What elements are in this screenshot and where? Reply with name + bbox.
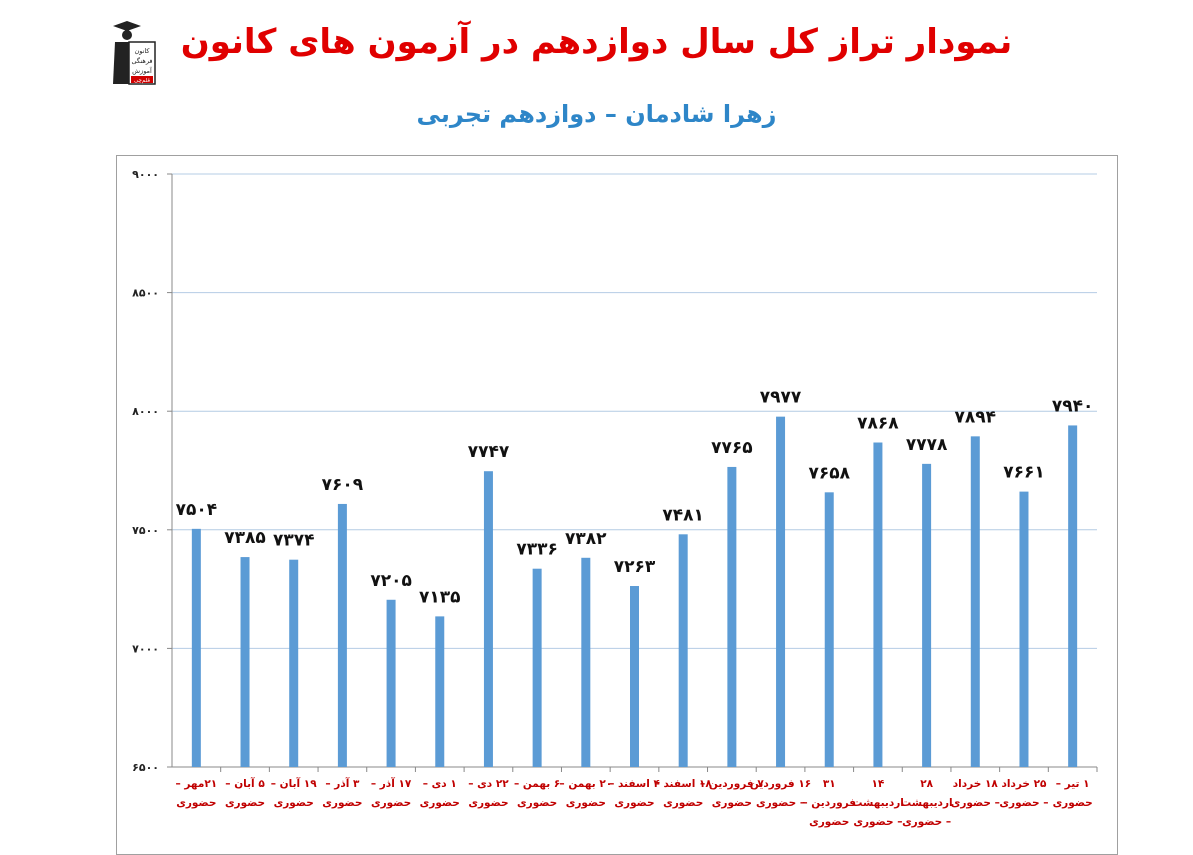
category-label: – حضوری xyxy=(853,816,902,828)
y-tick-label: ۶۵۰۰ xyxy=(132,761,159,774)
bar xyxy=(386,599,396,767)
bar xyxy=(1019,491,1029,767)
category-label: ۱۶ فروردین xyxy=(750,778,811,790)
category-label: حضوری xyxy=(225,797,265,809)
data-label: ۷۹۴۰ xyxy=(1052,396,1094,416)
category-label: حضوری xyxy=(809,816,849,828)
category-label: ۳۱ xyxy=(823,778,836,790)
category-label: ۲۰ بهمن – xyxy=(559,778,612,790)
category-label: ۱۸ اسفند – xyxy=(655,778,713,790)
bar xyxy=(873,442,883,767)
bar xyxy=(240,557,250,767)
bar xyxy=(824,492,834,767)
bar xyxy=(532,568,542,767)
category-label: ۷ فروردین – xyxy=(700,778,764,790)
data-label: ۷۷۴۷ xyxy=(468,442,510,462)
category-label: حضوری xyxy=(517,797,557,809)
bar xyxy=(776,416,786,767)
bar xyxy=(970,436,980,767)
data-label: ۷۳۸۵ xyxy=(224,528,266,548)
data-label: ۷۷۷۸ xyxy=(906,435,948,455)
kanoon-logo: کانون فرهنگی آموزش قلم‌چی xyxy=(113,21,156,85)
data-label: ۷۶۶۱ xyxy=(1003,463,1045,483)
y-tick-label: ۸۰۰۰ xyxy=(132,405,159,418)
logo-line-2: فرهنگی xyxy=(131,57,152,65)
bar xyxy=(922,463,932,767)
category-label: ۱۹ آبان – xyxy=(271,777,317,790)
category-label: ۴ اسفند – xyxy=(609,778,660,790)
category-label: ۶ بهمن – xyxy=(514,778,560,790)
bar xyxy=(483,471,493,767)
category-label: – حضوری xyxy=(756,797,805,809)
bar xyxy=(435,616,445,767)
category-label: ۲۲ دی – xyxy=(468,778,509,790)
category-label: حضوری xyxy=(663,797,703,809)
category-label: حضوری xyxy=(468,797,508,809)
student-subtitle: زهرا شادمان – دوازدهم تجربی xyxy=(416,100,777,128)
data-label: ۷۳۷۴ xyxy=(273,531,315,551)
logo-line-3: آموزش xyxy=(132,66,153,75)
y-tick-label: ۷۵۰۰ xyxy=(132,524,159,537)
category-label: ۲۸ xyxy=(920,778,933,790)
data-label: ۷۴۸۱ xyxy=(662,505,704,525)
bar xyxy=(727,466,737,767)
y-tick-label: ۷۰۰۰ xyxy=(132,642,159,655)
data-label: ۷۱۳۵ xyxy=(419,587,461,607)
bar xyxy=(581,557,591,767)
logo-line-1: کانون xyxy=(134,47,150,55)
category-label: حضوری xyxy=(566,797,606,809)
category-label: ۱۷ آذر – xyxy=(371,777,412,790)
bar xyxy=(630,586,639,767)
category-label: اردیبهشت xyxy=(901,797,953,809)
category-label: ۱۸ خرداد xyxy=(953,778,999,790)
data-label: ۷۵۰۴ xyxy=(176,500,218,520)
data-label: ۷۷۶۵ xyxy=(711,438,753,458)
logo-line-4: قلم‌چی xyxy=(134,78,150,84)
data-label: ۷۶۵۸ xyxy=(808,463,850,483)
bar xyxy=(1068,425,1078,767)
category-label: حضوری xyxy=(274,797,314,809)
y-tick-label: ۹۰۰۰ xyxy=(132,168,159,181)
category-label: ۱۴ xyxy=(872,778,885,790)
data-label: ۷۸۹۴ xyxy=(955,407,997,427)
category-label: – حضوری xyxy=(999,797,1048,809)
data-label: ۷۲۰۵ xyxy=(370,571,412,591)
data-label: ۷۳۸۲ xyxy=(565,529,607,549)
category-label: حضوری xyxy=(420,797,460,809)
category-label: حضوری xyxy=(712,797,752,809)
category-label: حضوری xyxy=(614,797,654,809)
data-label: ۷۸۶۸ xyxy=(857,414,899,434)
category-label: ۱ دی – xyxy=(423,778,457,790)
category-label: – حضوری xyxy=(951,797,1000,809)
category-label: حضوری xyxy=(322,797,362,809)
data-label: ۷۶۰۹ xyxy=(322,475,364,495)
category-label: ۳ آذر – xyxy=(325,777,360,790)
bar xyxy=(191,528,201,767)
category-label: ۲۱مهر – xyxy=(175,778,217,790)
page-title: نمودار تراز کل سال دوازدهم در آزمون های … xyxy=(180,22,1013,62)
bar xyxy=(289,559,299,767)
y-tick-label: ۸۵۰۰ xyxy=(132,287,159,300)
category-label: حضوری xyxy=(371,797,411,809)
category-label: حضوری xyxy=(176,797,216,809)
category-label: – حضوری xyxy=(902,816,951,828)
data-label: ۷۹۷۷ xyxy=(760,388,802,408)
data-label: ۷۲۶۳ xyxy=(614,557,656,577)
category-label: اردیبهشت xyxy=(852,797,904,809)
category-label: فروردین – xyxy=(802,797,856,809)
data-label: ۷۳۳۶ xyxy=(516,540,558,560)
category-label: ۲۵ خرداد xyxy=(1001,778,1047,790)
category-label: ۵ آبان – xyxy=(225,777,265,790)
bar xyxy=(678,534,688,767)
category-label: ۱ تیر – xyxy=(1056,778,1090,790)
bar xyxy=(337,503,347,767)
category-label: حضوری xyxy=(1053,797,1093,809)
